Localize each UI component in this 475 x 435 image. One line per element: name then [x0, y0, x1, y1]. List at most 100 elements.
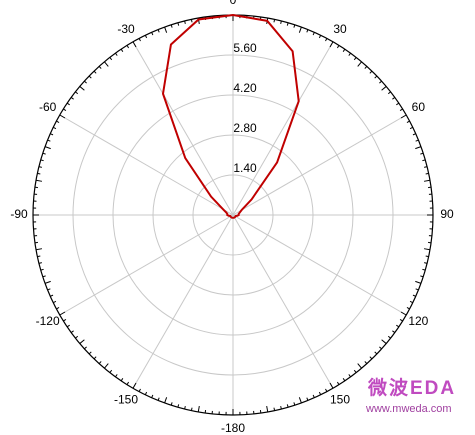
- minor-tick: [84, 80, 87, 84]
- minor-tick: [120, 378, 124, 382]
- minor-tick: [392, 330, 396, 333]
- minor-tick: [420, 152, 424, 155]
- minor-tick: [280, 20, 282, 24]
- minor-tick: [422, 159, 426, 162]
- minor-tick: [63, 318, 67, 322]
- minor-tick: [387, 335, 391, 339]
- minor-tick: [66, 324, 70, 328]
- minor-tick: [164, 26, 168, 33]
- minor-tick: [151, 394, 154, 398]
- minor-tick: [104, 363, 109, 369]
- minor-tick: [298, 397, 302, 404]
- minor-tick: [400, 311, 407, 316]
- minor-tick: [126, 381, 130, 385]
- minor-tick: [144, 35, 148, 39]
- minor-tick: [357, 61, 362, 67]
- minor-tick: [423, 248, 431, 251]
- minor-tick: [132, 41, 137, 48]
- minor-tick: [170, 24, 173, 28]
- minor-tick: [132, 382, 137, 389]
- minor-tick: [79, 339, 85, 344]
- r-tick-label: 1.40: [233, 161, 257, 175]
- minor-tick: [66, 102, 70, 106]
- minor-tick: [399, 108, 403, 112]
- minor-tick: [197, 405, 200, 413]
- angle-tick-label: 90: [440, 207, 454, 221]
- minor-tick: [353, 57, 357, 61]
- minor-tick: [312, 394, 315, 398]
- minor-tick: [412, 133, 416, 136]
- minor-tick: [387, 91, 391, 95]
- minor-tick: [56, 120, 60, 123]
- minor-tick: [273, 19, 276, 23]
- minor-tick: [266, 405, 269, 413]
- minor-tick: [298, 26, 302, 33]
- minor-tick: [329, 382, 334, 389]
- minor-tick: [406, 307, 410, 310]
- angle-tick-label: 30: [333, 22, 347, 36]
- minor-tick: [415, 146, 422, 150]
- minor-tick: [109, 369, 113, 373]
- minor-tick: [59, 114, 66, 119]
- minor-tick: [177, 22, 180, 26]
- grid-spoke: [59, 114, 234, 216]
- minor-tick: [115, 374, 118, 378]
- minor-tick: [126, 45, 130, 49]
- minor-tick: [280, 406, 282, 410]
- minor-tick: [400, 114, 407, 119]
- minor-tick: [409, 300, 413, 304]
- minor-tick: [392, 97, 396, 100]
- angle-tick-label: -150: [114, 393, 138, 407]
- minor-tick: [93, 70, 97, 74]
- grid-spoke: [59, 214, 234, 316]
- angle-tick-label: -30: [117, 22, 135, 36]
- minor-tick: [374, 75, 378, 79]
- minor-tick: [38, 166, 42, 168]
- angle-tick-label: -180: [221, 421, 245, 435]
- minor-tick: [151, 32, 154, 36]
- minor-tick: [190, 407, 193, 411]
- minor-tick: [37, 255, 41, 258]
- minor-tick: [348, 374, 351, 378]
- minor-tick: [412, 294, 416, 297]
- grid-spoke: [232, 214, 334, 389]
- minor-tick: [374, 351, 378, 355]
- minor-tick: [115, 52, 118, 56]
- minor-tick: [329, 41, 334, 48]
- grid-spoke: [232, 214, 407, 316]
- minor-tick: [47, 288, 51, 291]
- minor-tick: [170, 402, 173, 406]
- pattern-line: [161, 13, 300, 219]
- minor-tick: [93, 356, 97, 360]
- minor-tick: [75, 335, 79, 339]
- minor-tick: [336, 381, 340, 385]
- minor-tick: [70, 330, 74, 333]
- minor-tick: [396, 102, 400, 106]
- minor-tick: [425, 255, 429, 258]
- watermark-title: 微波EDA: [367, 376, 456, 399]
- minor-tick: [42, 152, 46, 155]
- minor-tick: [120, 48, 124, 52]
- minor-tick: [364, 361, 368, 364]
- minor-tick: [425, 172, 429, 175]
- minor-tick: [184, 20, 186, 24]
- minor-tick: [109, 57, 113, 61]
- grid-spoke: [132, 41, 234, 216]
- minor-tick: [423, 179, 431, 182]
- minor-tick: [381, 86, 387, 91]
- minor-tick: [286, 404, 289, 408]
- minor-tick: [369, 70, 373, 74]
- minor-tick: [348, 52, 351, 56]
- minor-tick: [53, 300, 57, 304]
- minor-tick: [44, 146, 51, 150]
- minor-tick: [406, 120, 410, 123]
- minor-tick: [157, 29, 160, 33]
- grid-spoke: [132, 214, 234, 389]
- minor-tick: [424, 262, 428, 264]
- minor-tick: [144, 391, 148, 395]
- r-tick-label: 4.20: [233, 81, 257, 95]
- minor-tick: [379, 80, 382, 84]
- minor-tick: [75, 91, 79, 95]
- minor-tick: [35, 179, 43, 182]
